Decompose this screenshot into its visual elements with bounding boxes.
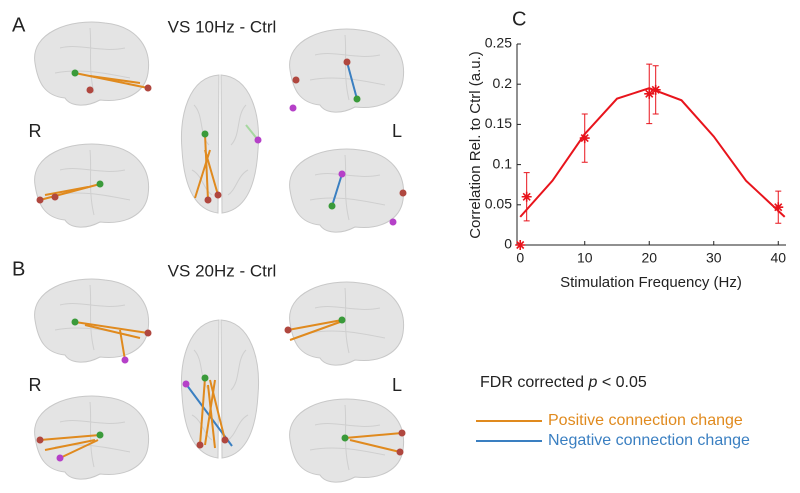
brain-lateral (289, 28, 405, 113)
legend-entry: Positive connection change (548, 412, 743, 429)
hemisphere-label: R (29, 375, 42, 395)
panel-a: A VS 10Hz - Ctrl R L (12, 14, 407, 233)
y-axis-label: Correlation Rel. to Ctrl (a.u.) (467, 51, 484, 239)
legend-entry: Negative connection change (548, 432, 750, 449)
x-axis-label: Stimulation Frequency (Hz) (560, 274, 742, 291)
panel-label: C (512, 8, 526, 30)
y-tick-label: 0.1 (493, 155, 513, 171)
panel-title: VS 20Hz - Ctrl (168, 261, 277, 280)
panel-label: B (12, 258, 25, 280)
connections (36, 316, 406, 462)
chart-c: C Stimulation Frequency (Hz) Correlation… (467, 8, 786, 291)
hemisphere-label: R (29, 121, 42, 141)
point (521, 191, 532, 202)
hemisphere-label: L (392, 375, 402, 395)
legend-title: FDR corrected p < 0.05 (480, 374, 647, 391)
panel-title: VS 10Hz - Ctrl (168, 17, 277, 36)
point (644, 88, 655, 99)
y-tick-label: 0.05 (485, 196, 512, 212)
point (579, 133, 590, 144)
panel-b: B VS 20Hz - Ctrl R L (12, 258, 406, 483)
brain-lateral (34, 278, 150, 363)
point (515, 240, 526, 250)
x-tick-label: 10 (577, 250, 593, 266)
x-tick-label: 0 (516, 250, 524, 266)
connections (36, 58, 407, 226)
legend-title-text: FDR corrected (480, 374, 588, 391)
legend-title-end: < 0.05 (597, 374, 646, 391)
brain-dorsal (180, 319, 260, 459)
y-tick-label: 0.2 (493, 75, 513, 91)
legend-title-italic: p (587, 374, 597, 391)
brain-lateral (289, 148, 405, 233)
x-tick-label: 40 (770, 250, 786, 266)
brain-lateral (34, 395, 150, 480)
x-tick-label: 30 (706, 250, 722, 266)
point (650, 84, 661, 95)
hemisphere-label: L (392, 121, 402, 141)
panel-label: A (12, 14, 26, 36)
y-tick-label: 0 (504, 236, 512, 252)
legend: FDR corrected p < 0.05 Positive connecti… (476, 374, 750, 449)
y-tick-label: 0.15 (485, 115, 512, 131)
fit-line (519, 87, 786, 218)
point (773, 202, 784, 213)
x-tick-label: 20 (641, 250, 657, 266)
y-tick-label: 0.25 (485, 35, 512, 51)
brain-lateral (289, 281, 405, 366)
